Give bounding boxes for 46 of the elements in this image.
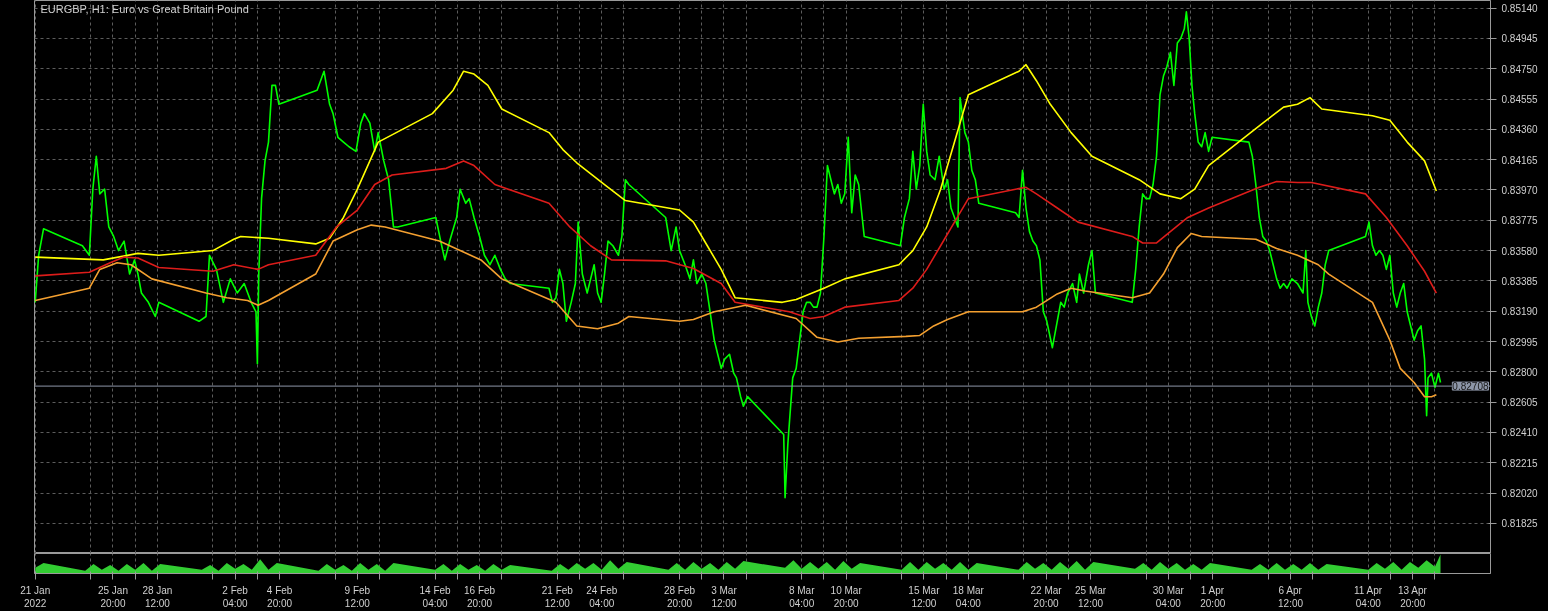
line-series xyxy=(34,160,1438,320)
x-tick-label: 25 Mar 12:00 xyxy=(1075,584,1107,609)
x-tick-label: 28 Feb 20:00 xyxy=(663,584,696,609)
x-tick-label: 10 Mar 20:00 xyxy=(830,584,863,609)
ref-line-label: 0.82708 xyxy=(1452,381,1489,393)
x-tick-label: 22 Mar 20:00 xyxy=(1030,584,1063,609)
x-tick-label: 4 Feb 20:00 xyxy=(266,584,293,609)
line-series xyxy=(34,63,1438,304)
x-tick-label: 9 Feb 12:00 xyxy=(344,584,371,609)
x-tick-label: 11 Apr 04:00 xyxy=(1353,584,1383,609)
x-tick-label: 14 Feb 04:00 xyxy=(419,584,452,609)
x-tick-label: 2 Feb 04:00 xyxy=(222,584,249,609)
x-tick-label: 18 Mar 04:00 xyxy=(952,584,985,609)
y-tick-label: 0.81825 xyxy=(1501,518,1539,530)
y-tick-label: 0.84750 xyxy=(1501,63,1539,75)
x-tick-label: 21 Feb 12:00 xyxy=(541,584,574,609)
y-tick-label: 0.82995 xyxy=(1501,336,1539,348)
y-tick-label: 0.84165 xyxy=(1501,154,1539,166)
x-tick-label: 16 Feb 20:00 xyxy=(464,584,496,609)
y-tick-label: 0.84360 xyxy=(1501,124,1539,136)
y-tick-label: 0.84945 xyxy=(1501,33,1539,45)
x-tick-label: 13 Apr 20:00 xyxy=(1398,584,1428,609)
x-tick-label: 1 Apr 20:00 xyxy=(1200,584,1226,609)
x-tick-label: 15 Mar 12:00 xyxy=(908,584,941,609)
y-tick-label: 0.82800 xyxy=(1501,366,1539,378)
x-tick-label: 6 Apr 12:00 xyxy=(1278,584,1304,609)
x-tick-label: 30 Mar 04:00 xyxy=(1152,584,1185,609)
y-tick-label: 0.83580 xyxy=(1501,245,1539,257)
x-tick-label: 8 Mar 04:00 xyxy=(788,584,816,609)
y-tick-label: 0.82215 xyxy=(1501,457,1539,469)
y-tick-label: 0.83385 xyxy=(1501,275,1539,287)
chart-title: EURGBP, H1: Euro vs Great Britain Pound xyxy=(40,2,249,15)
x-tick-label: 28 Jan 12:00 xyxy=(142,584,173,609)
x-tick-label: 25 Jan 20:00 xyxy=(97,584,128,609)
y-tick-label: 0.82020 xyxy=(1501,488,1539,500)
x-tick-label: 24 Feb 04:00 xyxy=(586,584,618,609)
y-tick-label: 0.83775 xyxy=(1501,215,1539,227)
x-tick-label: 21 Jan 2022 xyxy=(20,584,51,609)
y-tick-label: 0.85140 xyxy=(1501,3,1539,15)
y-tick-label: 0.84555 xyxy=(1501,94,1539,106)
y-tick-label: 0.83190 xyxy=(1501,306,1539,318)
line-series xyxy=(34,224,1438,398)
y-tick-label: 0.82605 xyxy=(1501,397,1539,409)
y-tick-label: 0.82410 xyxy=(1501,427,1539,439)
x-tick-label: 3 Mar 12:00 xyxy=(711,584,738,609)
y-tick-label: 0.83970 xyxy=(1501,184,1539,196)
